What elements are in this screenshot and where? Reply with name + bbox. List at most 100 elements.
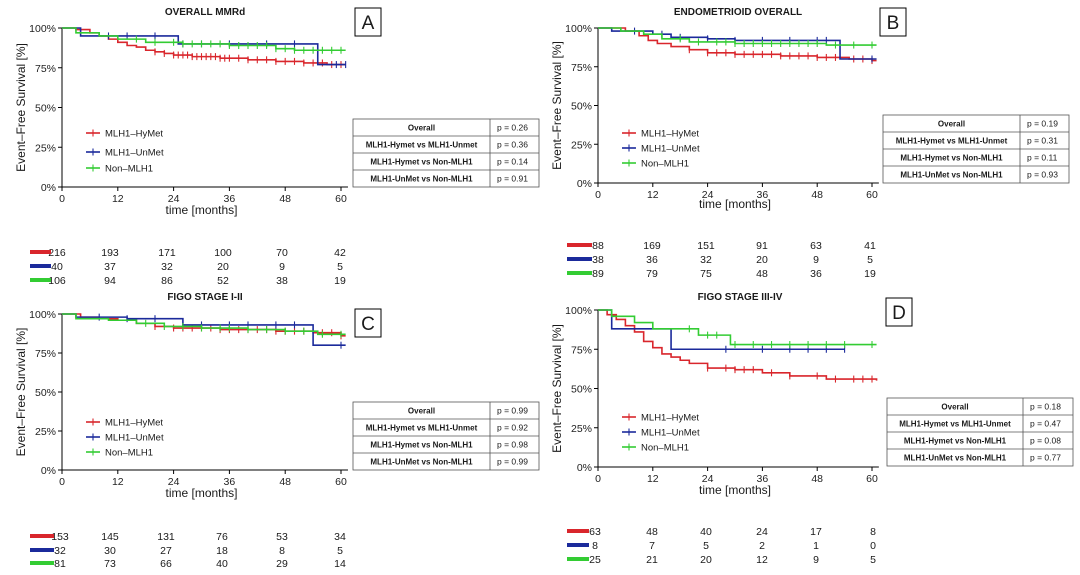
x-tick-label: 48 [811, 189, 823, 201]
legend: MLH1–HyMet MLH1–UnMet Non–MLH1 [86, 129, 164, 175]
at-risk-count: 94 [104, 275, 116, 287]
at-risk-count: 20 [217, 261, 229, 273]
y-tick-label: 75% [571, 62, 592, 74]
x-tick-label: 24 [702, 189, 714, 201]
at-risk-count: 17 [810, 526, 822, 538]
at-risk-count: 79 [646, 268, 658, 280]
survival-curve [62, 27, 346, 52]
y-tick-label: 50% [35, 103, 56, 115]
at-risk-count: 131 [157, 531, 175, 543]
survival-curve [598, 309, 877, 346]
x-tick-label: 48 [811, 473, 823, 485]
comparison-label: Overall [408, 407, 435, 416]
y-tick-label: 0% [41, 182, 56, 194]
at-risk-count: 38 [592, 254, 604, 266]
at-risk-count: 48 [646, 526, 658, 538]
comparison-label: Overall [938, 120, 965, 129]
at-risk-count: 32 [54, 545, 66, 557]
y-axis-label: Event–Free Survival [%] [550, 41, 564, 170]
legend-label: Non–MLH1 [641, 159, 689, 170]
at-risk-count: 5 [337, 545, 343, 557]
at-risk-count: 86 [161, 275, 173, 287]
y-tick-label: 50% [571, 101, 592, 113]
x-axis-label: time [months] [699, 197, 771, 211]
comparison-label: MLH1-Hymet vs MLH1-Unmet [896, 137, 1008, 146]
at-risk-count: 169 [643, 240, 661, 252]
series-mlh1-hymet [598, 27, 877, 65]
at-risk-count: 1 [813, 540, 819, 552]
p-value: p = 0.98 [497, 440, 528, 450]
panel-a: OVERALL MMRd A 0% 25% 50% 75% 100% 0 12 24 36 48 60 E… [14, 7, 540, 287]
at-risk-count: 53 [276, 531, 288, 543]
x-tick-label: 48 [279, 476, 291, 488]
x-tick-label: 0 [595, 189, 601, 201]
at-risk-count: 151 [697, 240, 715, 252]
at-risk-count: 34 [334, 531, 346, 543]
at-risk-count: 63 [810, 240, 822, 252]
at-risk-count: 40 [700, 526, 712, 538]
panel-label-box [354, 308, 382, 338]
at-risk-count: 91 [756, 240, 768, 252]
at-risk-count: 73 [104, 558, 116, 570]
x-tick-label: 12 [112, 476, 124, 488]
number-at-risk-table: 216 193 171 100 70 42 40 37 32 20 9 5 106 94 86 52 38 19 [30, 247, 346, 287]
x-tick-label: 60 [335, 193, 347, 205]
at-risk-count: 8 [592, 540, 598, 552]
at-risk-count: 40 [216, 558, 228, 570]
at-risk-count: 7 [649, 540, 655, 552]
panel-label: C [361, 314, 375, 335]
legend: MLH1–HyMet MLH1–UnMet Non–MLH1 [622, 413, 700, 454]
p-value-table: Overall p = 0.99 MLH1-Hymet vs MLH1-Unmet p… [352, 401, 540, 471]
series-mlh1-hymet [598, 309, 878, 383]
legend: MLH1–HyMet MLH1–UnMet Non–MLH1 [622, 129, 700, 170]
legend: MLH1–HyMet MLH1–UnMet Non–MLH1 [86, 418, 164, 459]
comparison-label: MLH1-Hymet vs Non-MLH1 [904, 437, 1007, 446]
y-tick-label: 25% [35, 426, 56, 438]
at-risk-count: 14 [334, 558, 346, 570]
at-risk-count: 145 [101, 531, 119, 543]
comparison-label: MLH1-Hymet vs MLH1-Unmet [366, 424, 478, 433]
y-tick-label: 75% [35, 348, 56, 360]
number-at-risk-table: 63 48 40 24 17 88 7 5 2 1 025 21 20 12 9 5 [567, 526, 876, 566]
legend-label: MLH1–UnMet [641, 144, 700, 155]
at-risk-count: 20 [756, 254, 768, 266]
at-risk-count: 25 [589, 554, 601, 566]
at-risk-count: 18 [216, 545, 228, 557]
legend-label: Non–MLH1 [641, 443, 689, 454]
legend-label: MLH1–UnMet [105, 148, 164, 159]
at-risk-count: 66 [160, 558, 172, 570]
at-risk-count: 81 [54, 558, 66, 570]
at-risk-count: 216 [48, 247, 66, 259]
at-risk-count: 36 [810, 268, 822, 280]
series-non-mlh1 [598, 27, 877, 49]
axes: 0% 25% 50% 75% 100% 0 12 24 36 48 60 Event–Free Sur… [550, 305, 879, 497]
p-value: p = 0.26 [497, 123, 528, 133]
panel-title: FIGO STAGE III-IV [698, 292, 783, 303]
at-risk-count: 32 [161, 261, 173, 273]
at-risk-count: 19 [864, 268, 876, 280]
p-value: p = 0.91 [497, 174, 528, 184]
at-risk-count: 2 [759, 540, 765, 552]
comparison-label: Overall [408, 124, 435, 133]
legend-label: MLH1–UnMet [641, 428, 700, 439]
comparison-label: MLH1-Hymet vs Non-MLH1 [900, 154, 1003, 163]
at-risk-count: 5 [867, 254, 873, 266]
series-non-mlh1 [62, 313, 346, 338]
x-tick-label: 48 [279, 193, 291, 205]
legend-label: MLH1–HyMet [105, 129, 163, 140]
at-risk-count: 75 [700, 268, 712, 280]
p-value: p = 0.92 [497, 423, 528, 433]
legend-label: MLH1–HyMet [641, 413, 699, 424]
survival-curve [62, 27, 346, 66]
at-risk-count: 32 [700, 254, 712, 266]
panel-title: FIGO STAGE I-II [167, 292, 243, 303]
at-risk-count: 30 [104, 545, 116, 557]
axes: 0% 25% 50% 75% 100% 0 12 24 36 48 60 Event–Free Sur… [550, 23, 879, 211]
x-axis-label: time [months] [165, 486, 237, 500]
panel-b: ENDOMETRIOID OVERALL B 0% 25% 50% 75% 100% 0 12 2… [550, 7, 1070, 280]
p-value: p = 0.11 [1027, 153, 1058, 163]
panel-label: B [887, 13, 900, 34]
at-risk-count: 63 [589, 526, 601, 538]
y-tick-label: 100% [29, 23, 56, 35]
